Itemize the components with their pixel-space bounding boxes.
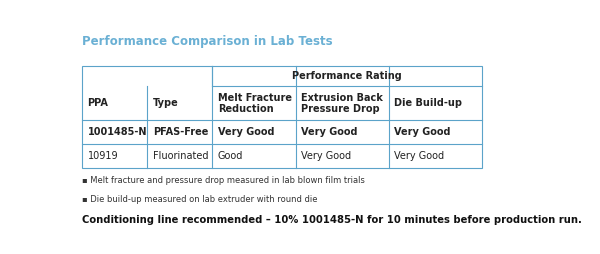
Text: Die Build-up: Die Build-up (394, 98, 463, 108)
Text: Fluorinated: Fluorinated (152, 151, 208, 161)
Text: Performance Comparison in Lab Tests: Performance Comparison in Lab Tests (82, 35, 332, 48)
Text: Very Good: Very Good (301, 151, 352, 161)
Text: Type: Type (152, 98, 178, 108)
Text: Extrusion Back
Pressure Drop: Extrusion Back Pressure Drop (301, 92, 383, 114)
Text: Conditioning line recommended – 10% 1001485-N for 10 minutes before production r: Conditioning line recommended – 10% 1001… (82, 215, 582, 225)
Text: Very Good: Very Good (394, 151, 445, 161)
Text: Performance Rating: Performance Rating (292, 71, 402, 81)
Text: Melt Fracture
Reduction: Melt Fracture Reduction (218, 92, 292, 114)
Text: Good: Good (218, 151, 243, 161)
Text: ▪ Die build-up measured on lab extruder with round die: ▪ Die build-up measured on lab extruder … (82, 195, 317, 204)
Text: Very Good: Very Good (218, 128, 274, 137)
Text: Very Good: Very Good (394, 128, 451, 137)
Text: 10919: 10919 (88, 151, 118, 161)
Text: Very Good: Very Good (301, 128, 358, 137)
Text: ▪ Melt fracture and pressure drop measured in lab blown film trials: ▪ Melt fracture and pressure drop measur… (82, 176, 365, 185)
Text: PFAS-Free: PFAS-Free (152, 128, 208, 137)
Text: 1001485-N: 1001485-N (88, 128, 147, 137)
Text: PPA: PPA (88, 98, 109, 108)
Bar (82, 66, 482, 168)
